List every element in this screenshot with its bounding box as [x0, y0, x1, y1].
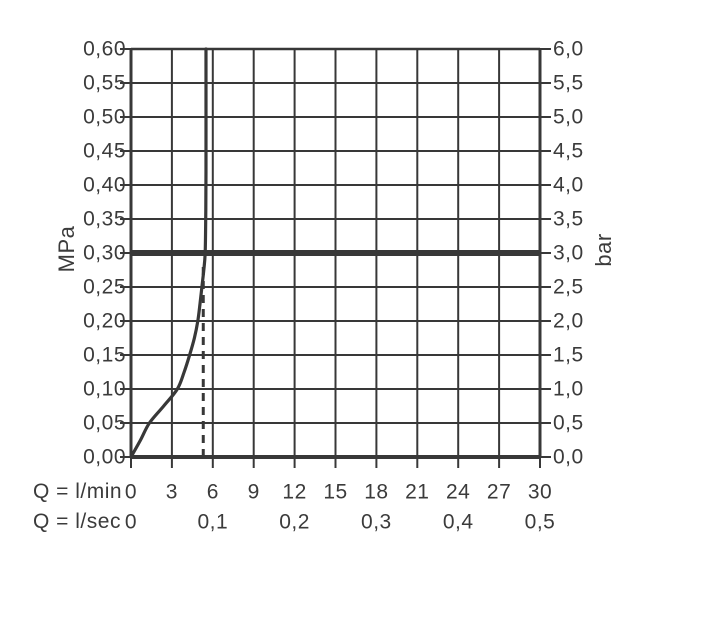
x-lmin-tick-label: 0	[124, 480, 138, 504]
x-lsec-tick-label: 0,1	[197, 510, 229, 534]
x-lsec-tick-label: 0,4	[442, 510, 474, 534]
y-right-tick-label: 5,5	[553, 71, 584, 95]
y-left-tick-label: 0,30	[83, 241, 126, 265]
x-lmin-tick-label: 24	[446, 480, 471, 504]
y-right-tick-label: 5,0	[553, 105, 584, 129]
y-right-tick-label: 2,0	[553, 309, 584, 333]
x-lmin-tick-label: 30	[527, 480, 553, 504]
y-right-tick-label: 6,0	[553, 37, 584, 61]
y-left-tick-label: 0,00	[83, 445, 126, 469]
x-lsec-tick-label: 0	[124, 510, 138, 534]
y-right-tick-label: 3,0	[553, 241, 584, 265]
y-right-tick-label: 1,0	[553, 377, 584, 401]
flow-curve	[129, 47, 208, 459]
y-left-tick-label: 0,15	[83, 343, 126, 367]
y-axis-right-title: bar	[591, 233, 616, 267]
y-left-tick-label: 0,60	[83, 37, 126, 61]
x-lmin-tick-label: 15	[323, 480, 348, 504]
y-right-tick-label: 4,5	[553, 139, 584, 163]
y-right-tick-label: 0,5	[553, 411, 584, 435]
y-left-tick-label: 0,55	[83, 71, 126, 95]
y-left-tick-label: 0,40	[83, 173, 126, 197]
y-right-tick-label: 0,0	[553, 445, 584, 469]
y-left-tick-label: 0,10	[83, 377, 126, 401]
y-left-tick-label: 0,20	[83, 309, 126, 333]
x-lmin-tick-label: 9	[247, 480, 260, 504]
x-lsec-tick-label: 0,3	[361, 510, 392, 534]
y-right-tick-label: 1,5	[553, 343, 584, 367]
x-lmin-tick-label: 6	[206, 480, 219, 504]
x-axis-lsec-title: Q = l/sec	[33, 510, 121, 533]
x-lsec-tick-label: 0,2	[279, 510, 310, 534]
y-left-tick-label: 0,50	[83, 105, 126, 129]
y-left-tick-label: 0,35	[83, 207, 126, 231]
x-lmin-tick-label: 3	[165, 480, 178, 504]
y-right-tick-label: 4,0	[553, 173, 584, 197]
y-left-tick-label: 0,05	[83, 411, 126, 435]
x-lsec-tick-label: 0,5	[524, 510, 556, 534]
x-lmin-tick-label: 12	[282, 480, 307, 504]
y-right-tick-label: 3,5	[553, 207, 584, 231]
y-left-tick-label: 0,45	[83, 139, 126, 163]
x-lmin-tick-label: 21	[405, 480, 430, 504]
y-right-tick-label: 2,5	[553, 275, 584, 299]
y-axis-left-title: MPa	[54, 225, 79, 273]
y-left-tick-label: 0,25	[83, 275, 126, 299]
x-lmin-tick-label: 27	[486, 480, 512, 504]
x-lmin-tick-label: 18	[364, 480, 389, 504]
x-axis-lmin-title: Q = l/min	[33, 480, 123, 503]
